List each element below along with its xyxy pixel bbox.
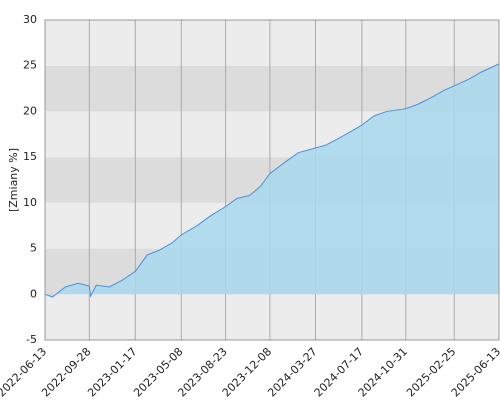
y-tick-label: 30 [23,13,37,26]
band [45,294,499,340]
y-axis-label: [Zmiany %] [7,148,20,212]
y-tick-label: 5 [30,242,37,255]
y-tick-label: 20 [23,104,37,117]
y-tick-label: 25 [23,59,37,72]
y-tick-label: 0 [30,287,37,300]
y-tick-label: -5 [26,333,37,346]
band [45,20,499,66]
line [44,63,500,298]
area [45,63,499,298]
y-tick-label: 15 [23,150,37,163]
y-tick-label: 10 [23,196,37,209]
plot-frame [44,19,500,341]
